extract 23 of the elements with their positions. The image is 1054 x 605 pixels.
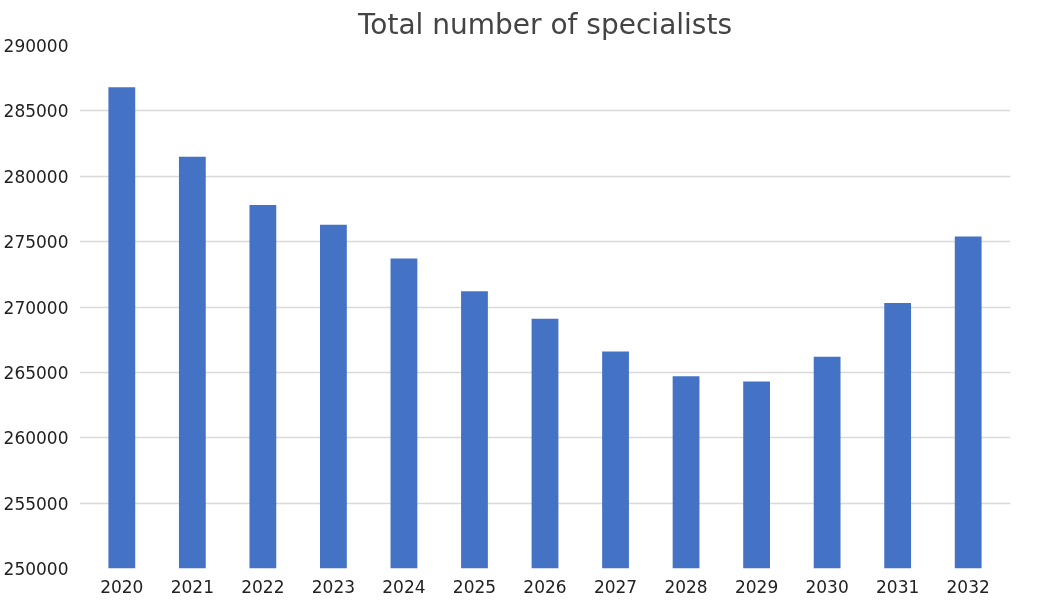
y-tick-label: 280000 xyxy=(3,166,69,187)
x-tick-label: 2031 xyxy=(876,576,920,597)
x-tick-label: 2020 xyxy=(100,576,144,597)
x-tick-label: 2027 xyxy=(593,576,638,597)
x-tick-label: 2022 xyxy=(241,576,285,597)
y-tick-label: 260000 xyxy=(3,428,69,449)
y-tick-label: 270000 xyxy=(3,297,69,318)
x-tick-label: 2030 xyxy=(805,576,849,597)
chart-title: Total number of specialists xyxy=(357,7,732,41)
y-tick-label: 265000 xyxy=(3,362,69,383)
y-tick-label: 250000 xyxy=(3,559,69,579)
x-tick-label: 2025 xyxy=(452,576,497,597)
x-tick-label: 2021 xyxy=(170,576,214,597)
x-tick-label: 2024 xyxy=(382,576,426,597)
x-tick-label: 2029 xyxy=(734,576,779,597)
x-tick-label: 2023 xyxy=(311,576,356,597)
y-tick-label: 290000 xyxy=(3,36,69,56)
y-tick-label: 255000 xyxy=(3,493,69,514)
y-tick-label: 285000 xyxy=(3,101,69,122)
x-tick-label: 2028 xyxy=(664,576,708,597)
x-tick-label: 2032 xyxy=(946,576,990,597)
x-tick-label: 2026 xyxy=(523,576,567,597)
y-tick-label: 275000 xyxy=(3,232,69,253)
